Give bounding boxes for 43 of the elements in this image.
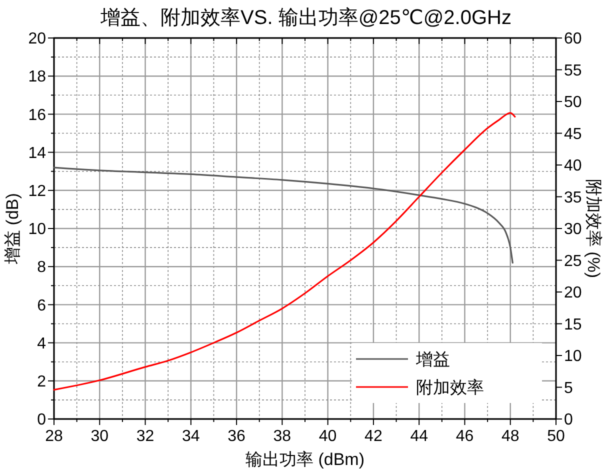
legend-label: 增益: [415, 350, 450, 369]
y2-tick-label: 20: [564, 284, 582, 302]
x-tick-label: 42: [364, 428, 382, 445]
x-tick-label: 40: [318, 428, 337, 445]
x-tick-label: 34: [182, 428, 200, 445]
x-tick-label: 30: [90, 428, 109, 445]
x-axis-title: 输出功率 (dBm): [246, 450, 364, 469]
y-tick-label: 10: [28, 221, 46, 238]
line-series: [53, 166, 514, 264]
y2-tick-label: 35: [564, 189, 582, 206]
y-tick-label: 8: [37, 259, 46, 276]
chart-title: 增益、附加效率VS. 输出功率@25℃@2.0GHz: [100, 7, 512, 29]
y-tick-label: 16: [28, 106, 46, 124]
x-tick-label: 32: [136, 428, 154, 445]
y-tick-label: 4: [37, 335, 46, 352]
x-tick-label: 38: [273, 428, 292, 445]
y-tick-label: 18: [28, 68, 46, 86]
y2-axis-title: 附加效率 (%): [584, 178, 603, 278]
y2-tick-label: 45: [564, 126, 582, 143]
y2-tick-label: 15: [564, 316, 582, 334]
y2-tick-label: 30: [564, 221, 582, 238]
y2-tick-label: 60: [564, 30, 582, 48]
x-tick-label: 46: [456, 428, 474, 445]
y2-tick-label: 25: [564, 252, 582, 270]
y2-tick-label: 55: [564, 62, 582, 80]
x-tick-label: 36: [228, 428, 246, 445]
y-tick-label: 20: [28, 30, 46, 48]
y-tick-label: 14: [28, 144, 46, 162]
x-tick-label: 50: [547, 428, 565, 445]
x-tick-label: 44: [410, 428, 428, 445]
y2-tick-label: 5: [564, 380, 573, 397]
x-tick-label: 28: [45, 428, 63, 445]
y-tick-label: 12: [28, 183, 46, 200]
x-tick-label: 48: [501, 428, 520, 445]
y-tick-label: 2: [37, 374, 46, 390]
y2-tick-label: 10: [564, 348, 582, 366]
y2-tick-label: 40: [564, 158, 582, 175]
y2-tick-label: 0: [564, 412, 573, 429]
y-tick-label: 6: [37, 297, 46, 314]
y-tick-label: 0: [37, 412, 46, 429]
legend-label: 附加效率: [416, 378, 484, 397]
y-axis-title: 增益 (dB): [3, 193, 22, 265]
y2-tick-label: 50: [564, 94, 582, 112]
